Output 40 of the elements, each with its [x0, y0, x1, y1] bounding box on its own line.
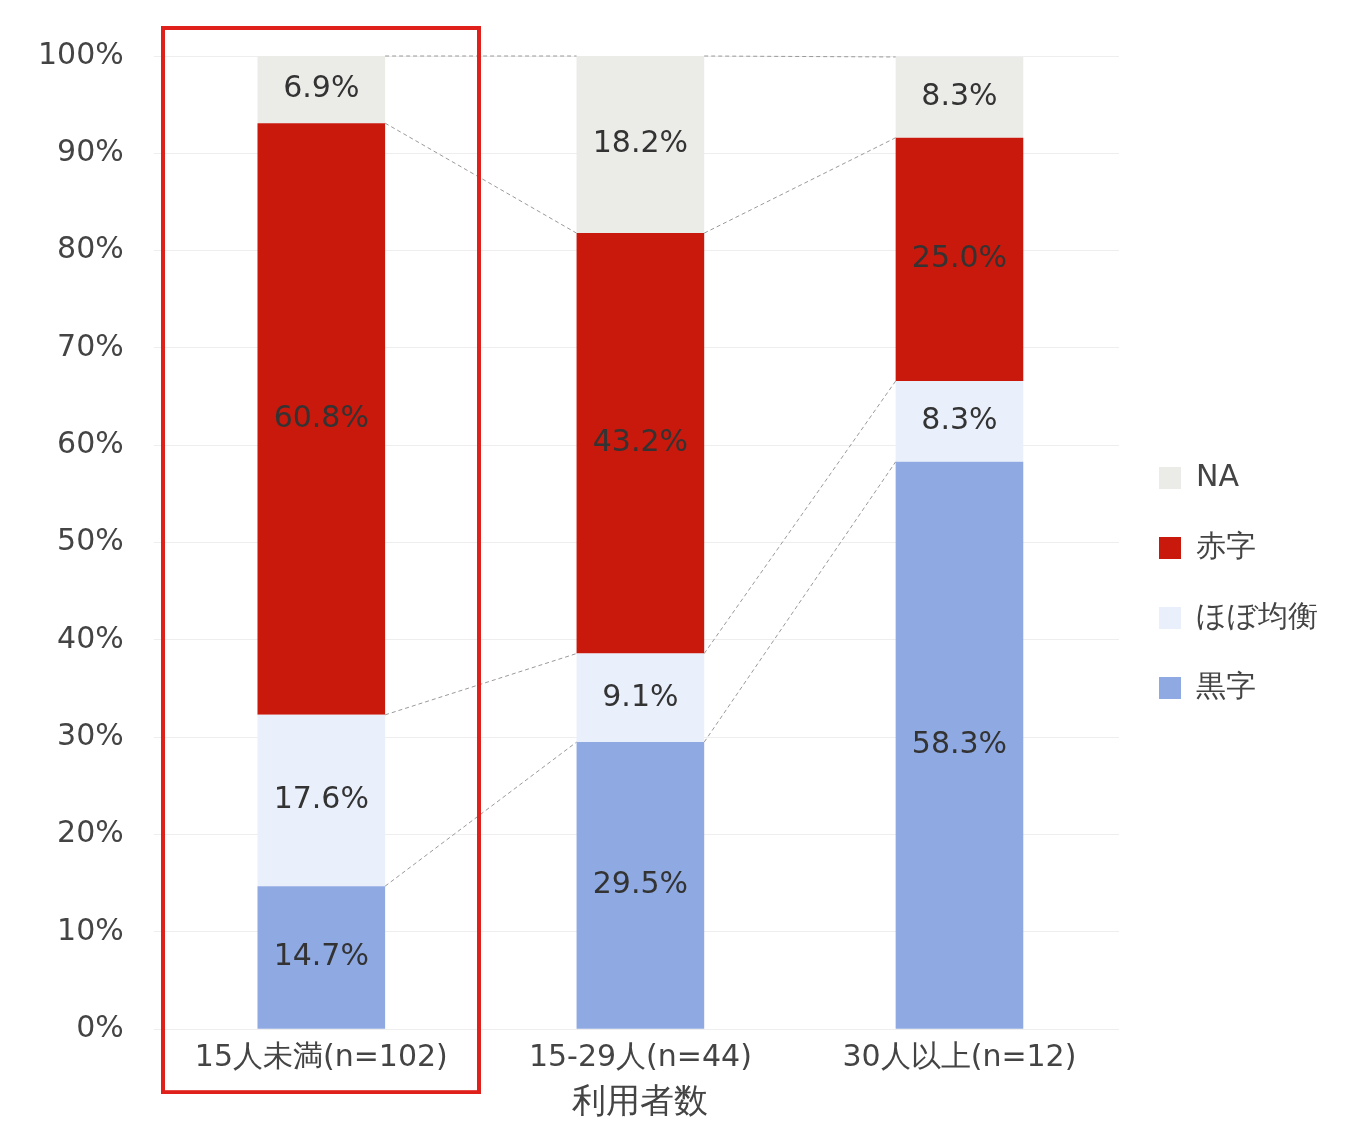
x-tick-label: 15-29人(n=44): [528, 1038, 752, 1073]
y-tick-label: 40%: [57, 619, 124, 655]
data-label: 29.5%: [592, 865, 689, 901]
x-axis-title: 利用者数: [572, 1080, 709, 1121]
y-tick-label: 90%: [57, 133, 124, 169]
data-label: 6.9%: [283, 69, 360, 105]
data-label: 8.3%: [921, 77, 998, 113]
bar: [895, 137, 1024, 382]
bar: [257, 714, 386, 887]
data-label: 9.1%: [602, 677, 679, 713]
y-tick-label: 30%: [57, 717, 124, 753]
x-tick-label: 30人以上(n=12): [842, 1038, 1077, 1073]
legend-label: 黒字: [1196, 667, 1256, 703]
data-label: 58.3%: [911, 725, 1008, 761]
bar: [576, 742, 705, 1029]
bar: [576, 653, 705, 743]
legend-label: NA: [1196, 457, 1240, 493]
x-tick-label: 15人未満(n=102): [194, 1038, 448, 1073]
bar: [257, 123, 386, 715]
y-tick-label: 70%: [57, 327, 124, 363]
y-tick-label: 10%: [57, 911, 124, 947]
y-tick-label: 100%: [37, 35, 124, 71]
y-tick-label: 80%: [57, 230, 124, 266]
bar: [257, 886, 386, 1029]
data-label: 25.0%: [911, 239, 1008, 275]
legend-label: 赤字: [1196, 527, 1256, 563]
data-label: 60.8%: [273, 398, 369, 434]
data-label: 18.2%: [592, 124, 689, 160]
y-tick-label: 60%: [57, 425, 124, 461]
data-label: 14.7%: [273, 937, 369, 973]
y-tick-label: 20%: [57, 814, 124, 850]
bar: [895, 461, 1024, 1029]
bar: [576, 233, 705, 654]
bar: [895, 381, 1024, 462]
legend-label: ほぼ均衡: [1196, 597, 1318, 633]
data-label: 17.6%: [273, 780, 369, 816]
y-tick-label: 50%: [57, 522, 124, 558]
y-tick-label: 0%: [76, 1009, 124, 1044]
data-label: 8.3%: [921, 401, 998, 437]
data-label: 43.2%: [592, 423, 689, 459]
